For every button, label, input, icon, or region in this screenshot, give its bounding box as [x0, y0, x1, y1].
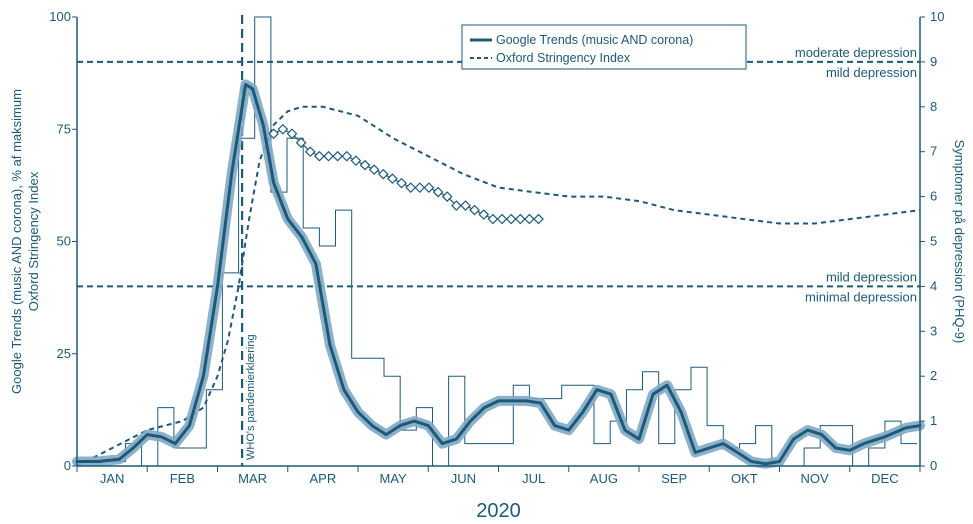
- phq9-point: [460, 200, 471, 211]
- phq9-point: [487, 213, 499, 225]
- phq9-point: [441, 191, 453, 202]
- y-left-axis-label: Google Trends (music AND corona), % af m…: [9, 89, 24, 394]
- y-left-tick-label: 0: [64, 458, 71, 473]
- google-trends-halo: [72, 79, 925, 469]
- phq9-point: [350, 155, 362, 167]
- y-right-tick-label: 8: [930, 99, 937, 114]
- phq9-point: [451, 200, 462, 211]
- phq9-point: [414, 182, 426, 193]
- x-tick-label: MAY: [380, 471, 408, 486]
- phq9-point: [332, 150, 343, 162]
- x-axis-year-label: 2020: [476, 500, 521, 522]
- phq9-point: [387, 173, 398, 184]
- phq9-point: [533, 213, 544, 225]
- y-left-tick-label: 50: [57, 234, 71, 249]
- y-right-tick-label: 3: [930, 323, 937, 338]
- phq9-point: [268, 128, 280, 140]
- x-tick-label: FEB: [170, 471, 195, 486]
- phq9-line: [273, 128, 539, 220]
- phq9-point: [496, 213, 508, 225]
- phq9-point: [323, 150, 334, 162]
- y-left-axis-label-2: Oxford Stringency Index: [26, 171, 41, 311]
- y-right-tick-label: 4: [930, 278, 937, 293]
- x-tick-labels: JAN FEB MAR APR MAY JUN JUL AUG SEP OKT NOV DEC: [100, 471, 899, 486]
- x-tick-label: DEC: [871, 471, 898, 486]
- legend-box: [461, 24, 747, 70]
- y-left-tick-label: 25: [57, 346, 71, 361]
- phq9-point: [304, 146, 316, 158]
- x-tick-label: AUG: [590, 471, 618, 486]
- legend: Google Trends (music AND corona) Oxford …: [461, 24, 747, 70]
- threshold-label-below: mild depression: [826, 65, 917, 80]
- phq9-point: [514, 213, 526, 225]
- phq9-point: [314, 150, 325, 162]
- oxford-stringency-line: [76, 105, 921, 467]
- phq9-point: [277, 123, 289, 135]
- x-tick-label: JUL: [522, 471, 545, 486]
- y-right-tick-label: 9: [930, 54, 937, 69]
- y-right-tick-label: 6: [930, 189, 937, 204]
- y-right-axis-label: Symptomer på depression (PHQ-9): [952, 140, 967, 344]
- x-tick-label: APR: [310, 471, 337, 486]
- y-left-tick-label: 100: [49, 9, 71, 24]
- y-right-tick-label: 7: [930, 144, 937, 159]
- y-left-tick-labels: 0 25 50 75 100: [49, 9, 71, 473]
- phq9-point: [368, 164, 380, 176]
- phq9-point: [377, 168, 389, 180]
- phq9-point: [286, 128, 298, 140]
- legend-item-oxford: Oxford Stringency Index: [496, 51, 631, 65]
- y-right-tick-label: 5: [930, 234, 937, 249]
- y-right-tick-label: 0: [930, 458, 937, 473]
- legend-item-google-trends: Google Trends (music AND corona): [496, 33, 693, 47]
- phq9-point: [432, 186, 444, 198]
- phq9-point: [505, 213, 517, 225]
- phq9-point: [295, 137, 307, 149]
- threshold-label-below: minimal depression: [805, 289, 917, 304]
- phq9-point: [341, 150, 353, 162]
- phq9-point: [423, 182, 435, 193]
- phq9-point: [469, 204, 480, 216]
- depression-thresholds: moderate depression mild depression mild d…: [77, 45, 920, 304]
- threshold-label-above: mild depression: [826, 269, 917, 284]
- phq9-point: [396, 177, 407, 189]
- y-right-tick-labels: 0 1 2 3 4 5 6 7 8 9 10: [930, 9, 944, 473]
- phq9-point: [359, 159, 371, 171]
- y-right-tick-label: 2: [930, 368, 937, 383]
- threshold-label-above: moderate depression: [795, 45, 917, 60]
- phq9-point: [524, 213, 535, 225]
- x-tick-label: OKT: [731, 471, 758, 486]
- x-tick-label: JAN: [100, 471, 125, 486]
- phq9-point: [405, 182, 417, 193]
- who-annotation-label: WHO's pandemierklæring: [245, 334, 257, 460]
- x-tick-label: JUN: [451, 471, 476, 486]
- x-tick-label: NOV: [801, 471, 830, 486]
- y-left-tick-label: 75: [57, 121, 71, 136]
- x-tick-label: SEP: [661, 471, 687, 486]
- google-trends-weekly-steps: [77, 16, 918, 467]
- y-right-tick-label: 10: [930, 9, 944, 24]
- phq9-point: [478, 209, 490, 220]
- google-trends-smoothed-line: [75, 82, 922, 466]
- axes: [72, 16, 925, 472]
- series: [72, 16, 925, 469]
- y-right-tick-label: 1: [930, 413, 937, 428]
- x-tick-label: MAR: [238, 471, 267, 486]
